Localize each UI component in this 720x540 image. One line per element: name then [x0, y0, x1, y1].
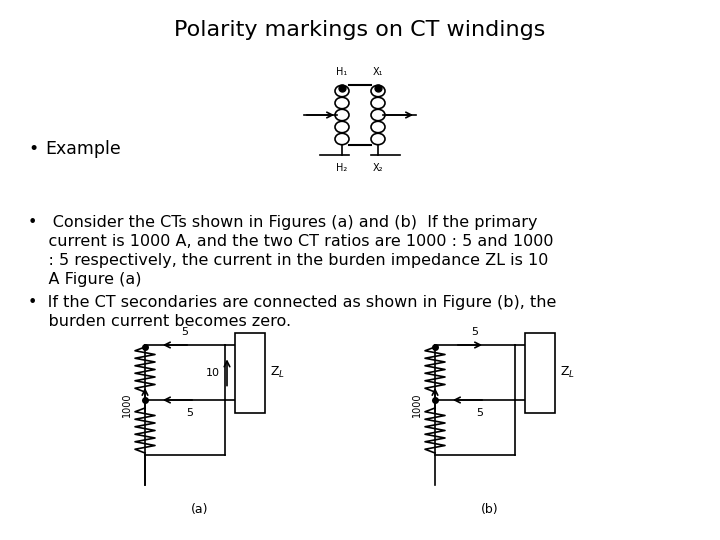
Text: Example: Example	[45, 140, 121, 158]
Text: (b): (b)	[481, 503, 499, 516]
Ellipse shape	[335, 97, 349, 109]
Text: •   Consider the CTs shown in Figures (a) and (b)  If the primary: • Consider the CTs shown in Figures (a) …	[28, 215, 538, 230]
Bar	[525, 333, 555, 413]
Ellipse shape	[371, 85, 385, 97]
Ellipse shape	[335, 133, 349, 145]
Text: X₁: X₁	[373, 67, 383, 77]
Text: H₂: H₂	[336, 163, 348, 173]
Text: 5: 5	[181, 327, 189, 337]
Ellipse shape	[371, 97, 385, 109]
Ellipse shape	[371, 122, 385, 133]
Ellipse shape	[335, 109, 349, 121]
Text: 10: 10	[206, 368, 220, 377]
Ellipse shape	[371, 109, 385, 121]
Text: Z$_L$: Z$_L$	[270, 365, 285, 380]
Text: 5: 5	[186, 408, 194, 418]
Text: 5: 5	[472, 327, 479, 337]
Text: current is 1000 A, and the two CT ratios are 1000 : 5 and 1000: current is 1000 A, and the two CT ratios…	[28, 234, 554, 249]
Ellipse shape	[335, 122, 349, 133]
Text: X₂: X₂	[373, 163, 383, 173]
Text: •: •	[28, 140, 38, 158]
Ellipse shape	[371, 133, 385, 145]
Text: Z$_L$: Z$_L$	[560, 365, 575, 380]
Text: 5: 5	[477, 408, 484, 418]
Text: (a): (a)	[192, 503, 209, 516]
Text: A Figure (a): A Figure (a)	[28, 272, 142, 287]
Text: burden current becomes zero.: burden current becomes zero.	[28, 314, 291, 329]
Ellipse shape	[335, 85, 349, 97]
Text: 1000: 1000	[122, 393, 132, 417]
Text: •  If the CT secondaries are connected as shown in Figure (b), the: • If the CT secondaries are connected as…	[28, 295, 557, 310]
Text: Polarity markings on CT windings: Polarity markings on CT windings	[174, 20, 546, 40]
Bar	[235, 333, 265, 413]
Text: H₁: H₁	[336, 67, 348, 77]
Text: : 5 respectively, the current in the burden impedance ZL is 10: : 5 respectively, the current in the bur…	[28, 253, 549, 268]
Text: 1000: 1000	[412, 393, 422, 417]
